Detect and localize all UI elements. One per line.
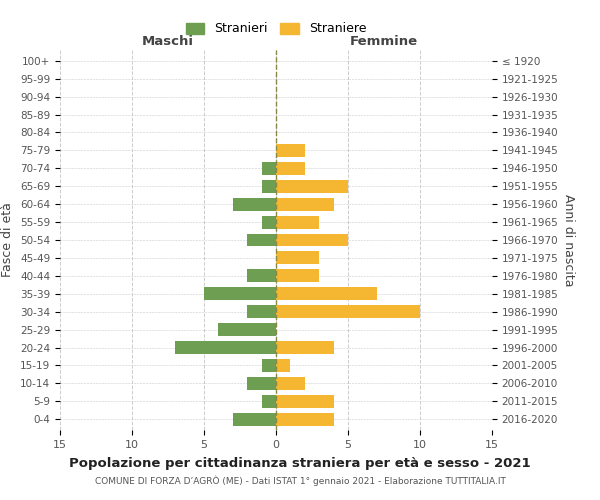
Bar [276,341,334,354]
Bar [247,377,276,390]
Text: Popolazione per cittadinanza straniera per età e sesso - 2021: Popolazione per cittadinanza straniera p… [69,458,531,470]
Bar [276,305,420,318]
Bar [247,234,276,246]
Text: Femmine: Femmine [350,35,418,48]
Text: Maschi: Maschi [142,35,194,48]
Bar [276,180,348,192]
Bar [276,144,305,157]
Bar [262,162,276,175]
Y-axis label: Anni di nascita: Anni di nascita [562,194,575,286]
Bar [175,341,276,354]
Bar [276,270,319,282]
Legend: Stranieri, Straniere: Stranieri, Straniere [179,16,373,42]
Bar [276,162,305,175]
Bar [276,395,334,408]
Bar [276,252,319,264]
Bar [233,413,276,426]
Bar [262,216,276,228]
Bar [276,413,334,426]
Bar [276,377,305,390]
Text: COMUNE DI FORZA D’AGRÒ (ME) - Dati ISTAT 1° gennaio 2021 - Elaborazione TUTTITAL: COMUNE DI FORZA D’AGRÒ (ME) - Dati ISTAT… [95,475,505,486]
Bar [262,180,276,192]
Bar [218,323,276,336]
Y-axis label: Fasce di età: Fasce di età [1,202,14,278]
Bar [204,288,276,300]
Bar [247,305,276,318]
Bar [276,216,319,228]
Bar [262,359,276,372]
Bar [276,359,290,372]
Bar [233,198,276,210]
Bar [247,270,276,282]
Bar [276,198,334,210]
Bar [276,288,377,300]
Bar [262,395,276,408]
Bar [276,234,348,246]
